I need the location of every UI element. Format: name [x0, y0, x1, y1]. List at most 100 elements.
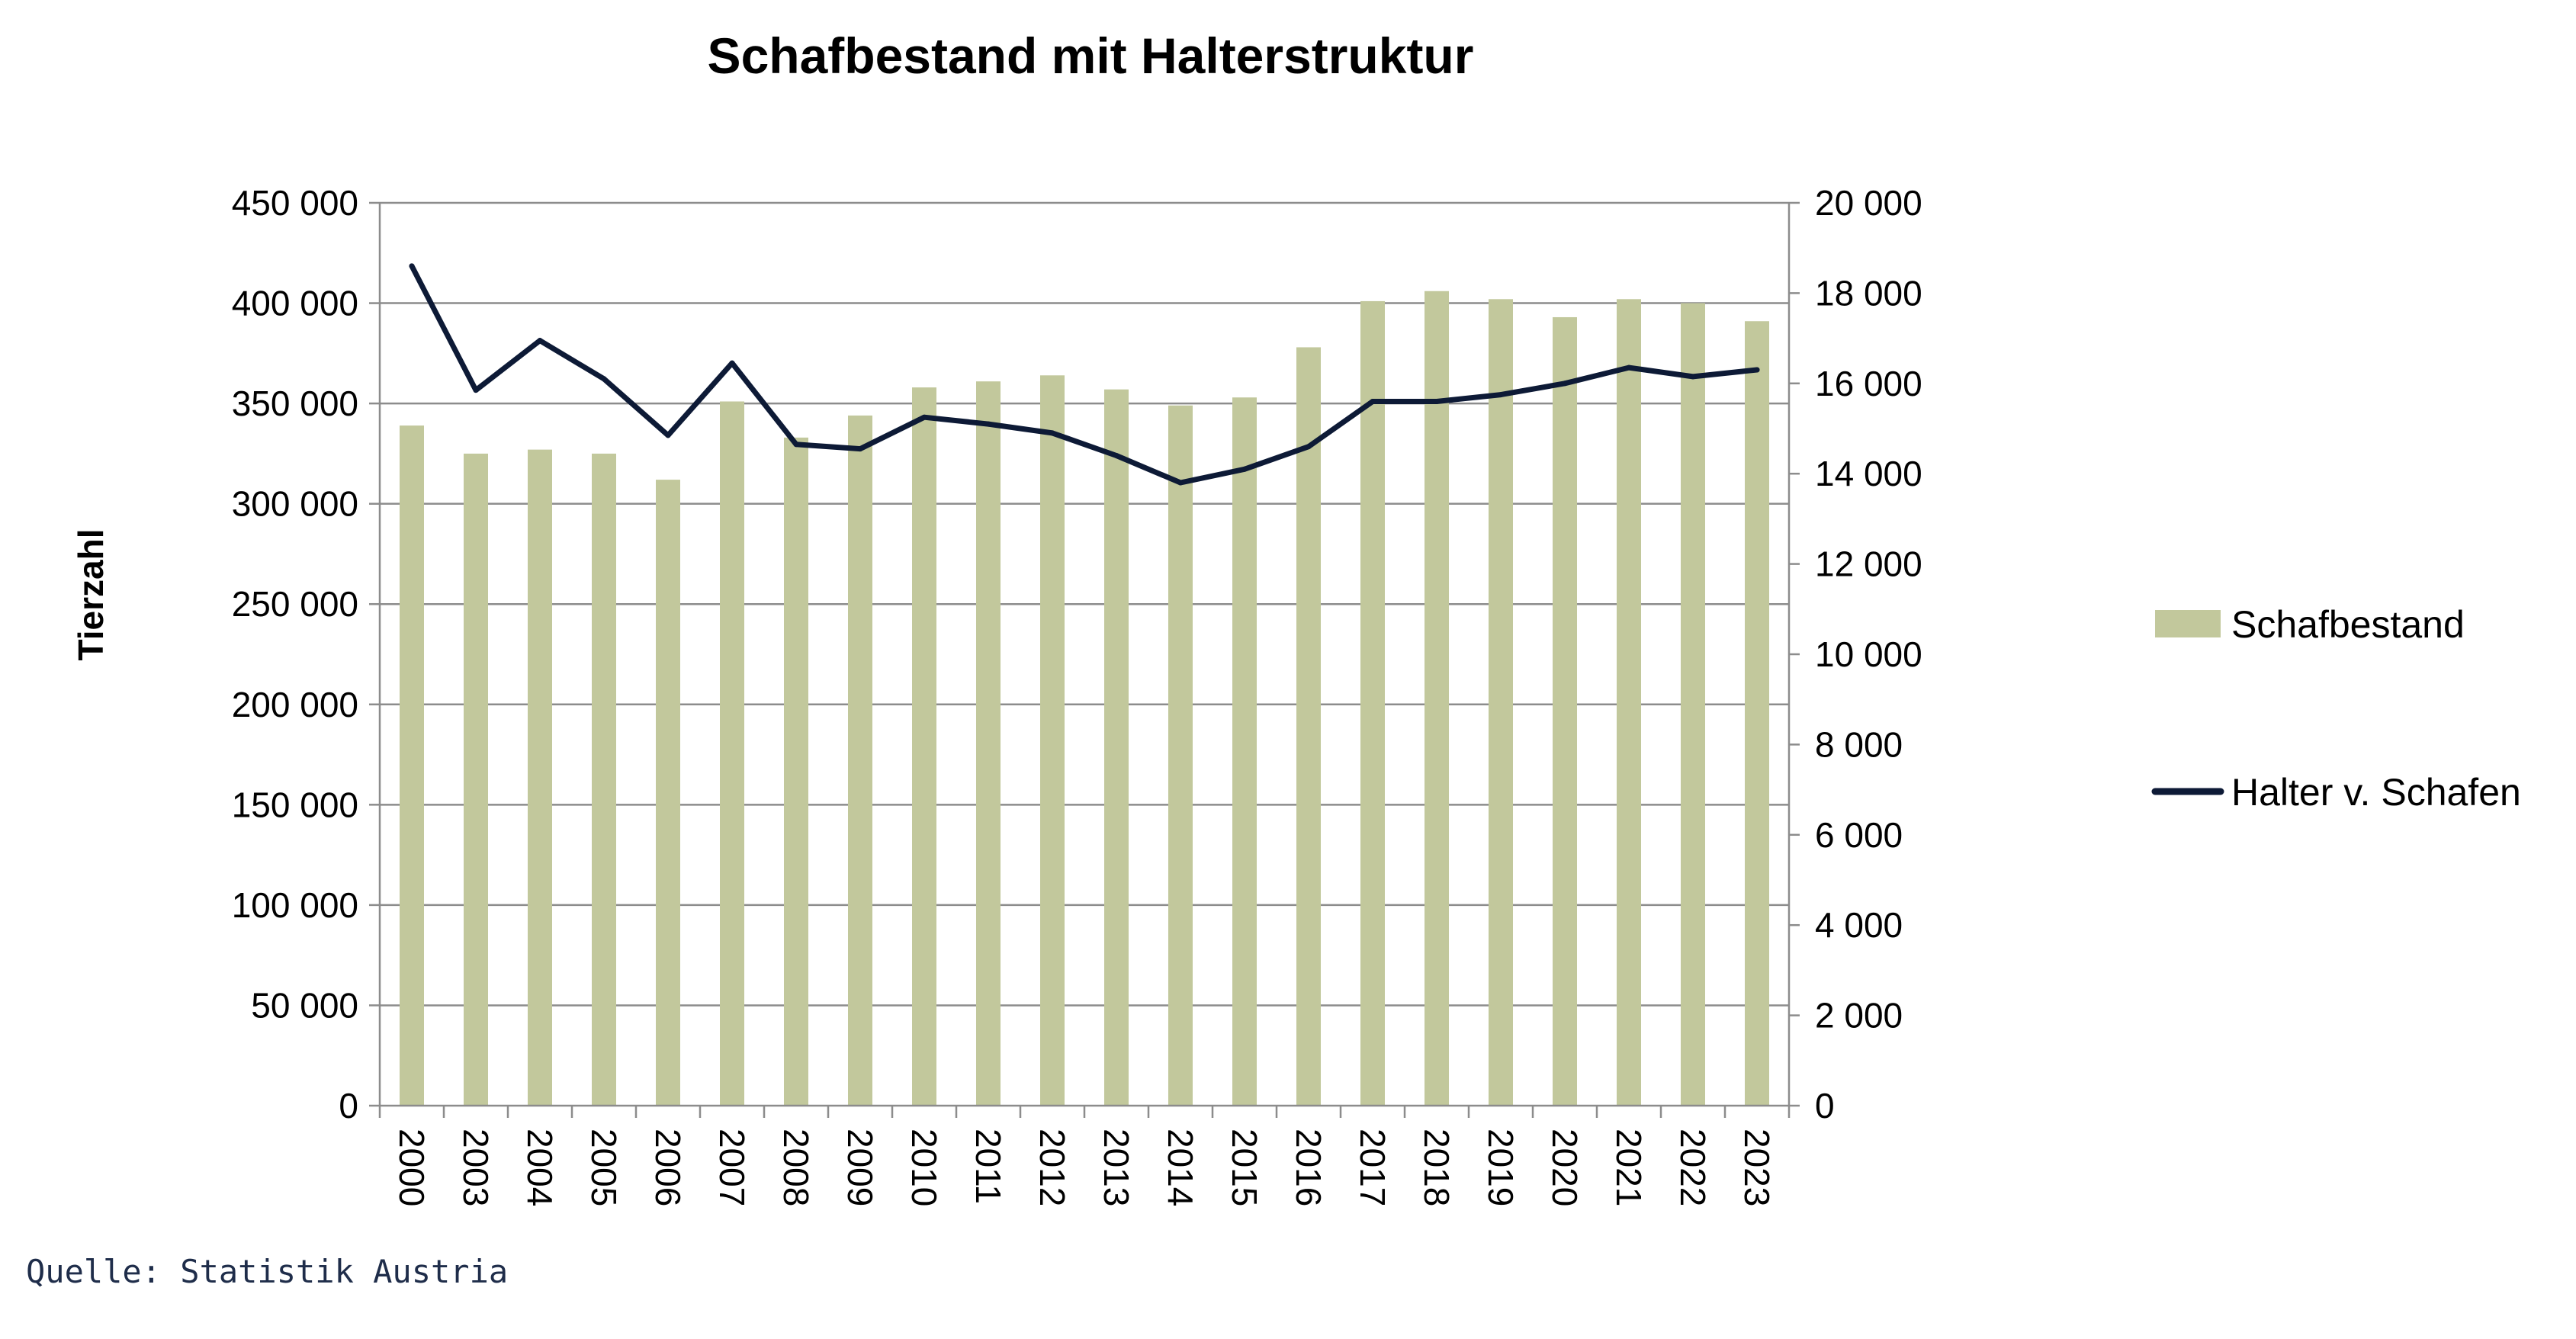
- x-tick-label: 2012: [1033, 1129, 1072, 1206]
- legend-label-halter: Halter v. Schafen: [2231, 771, 2521, 814]
- x-tick-label: 2017: [1353, 1129, 1392, 1206]
- bar-2011: [976, 381, 1001, 1106]
- tick-labels: 0 50 000 100 000 150 000 200 000 250 000 300 0…: [232, 183, 1922, 1206]
- right-axis-tick-label: 10 000: [1815, 634, 1922, 674]
- left-axis-tick-label: 100 000: [232, 885, 358, 925]
- bar-2015: [1232, 397, 1257, 1106]
- left-axis-tick-label: 0: [339, 1086, 358, 1125]
- bar-2010: [912, 387, 936, 1106]
- line-point-2022: [1690, 374, 1696, 380]
- left-axis-tick-label: 450 000: [232, 183, 358, 223]
- line-point-2005: [601, 376, 607, 382]
- bar-2012: [1040, 375, 1065, 1106]
- bar-2009: [848, 415, 872, 1106]
- legend-label-schafbestand: Schafbestand: [2231, 603, 2465, 646]
- line-point-2000: [409, 263, 415, 269]
- x-tick-label: 2018: [1417, 1129, 1457, 1206]
- x-tick-label: 2015: [1225, 1129, 1264, 1206]
- line-point-2014: [1177, 480, 1184, 486]
- line-point-2008: [793, 442, 799, 448]
- left-axis-tick-label: 350 000: [232, 384, 358, 423]
- x-tick-label: 2013: [1097, 1129, 1136, 1206]
- x-tick-label: 2004: [520, 1129, 560, 1206]
- line-point-2011: [985, 421, 991, 427]
- line-point-2006: [665, 432, 671, 438]
- legend: Schafbestand Halter v. Schafen: [2151, 603, 2521, 814]
- left-axis-tick-label: 400 000: [232, 284, 358, 323]
- bar-2005: [592, 453, 616, 1106]
- right-axis-tick-label: 8 000: [1815, 724, 1903, 764]
- line-point-2018: [1434, 398, 1440, 404]
- right-axis-tick-label: 4 000: [1815, 905, 1903, 945]
- left-axis-tick-label: 200 000: [232, 685, 358, 724]
- right-axis-tick-label: 12 000: [1815, 544, 1922, 584]
- bar-2023: [1745, 321, 1769, 1106]
- left-axis-tick-label: 300 000: [232, 484, 358, 524]
- right-axis-tick-label: 18 000: [1815, 273, 1922, 313]
- bar-2000: [400, 425, 424, 1106]
- x-tick-label: 2009: [840, 1129, 880, 1206]
- bar-2020: [1553, 316, 1577, 1106]
- x-tick-label: 2020: [1545, 1129, 1585, 1206]
- x-tick-label: 2011: [968, 1129, 1008, 1204]
- bar-2006: [656, 480, 680, 1106]
- x-tick-label: 2014: [1161, 1129, 1200, 1206]
- x-tick-label: 2010: [904, 1129, 944, 1206]
- right-axis-tick-label: 20 000: [1815, 183, 1922, 223]
- bar-2022: [1681, 303, 1705, 1106]
- y-axis-label: Tierzahl: [71, 529, 111, 661]
- bar-2008: [784, 437, 808, 1106]
- line-point-2020: [1562, 381, 1568, 387]
- line-point-2007: [729, 360, 735, 366]
- bar-2014: [1168, 405, 1193, 1106]
- x-tick-label: 2008: [776, 1129, 816, 1206]
- x-tick-label: 2003: [456, 1129, 496, 1206]
- line-point-2003: [473, 387, 479, 393]
- bar-2003: [464, 453, 488, 1106]
- x-tick-label: 2019: [1481, 1129, 1521, 1206]
- line-point-2013: [1113, 453, 1119, 459]
- line-point-2010: [921, 414, 927, 420]
- line-series: [409, 263, 1760, 486]
- axes: [369, 201, 1800, 1118]
- line-point-2023: [1754, 367, 1760, 373]
- line-point-2016: [1306, 444, 1312, 450]
- right-axis-tick-label: 14 000: [1815, 454, 1922, 493]
- x-tick-label: 2023: [1737, 1129, 1777, 1206]
- line-point-2021: [1626, 364, 1632, 371]
- x-tick-label: 2005: [584, 1129, 624, 1206]
- source-note: Quelle: Statistik Austria: [26, 1253, 508, 1290]
- gridlines: [380, 201, 1789, 1007]
- line-point-2015: [1241, 466, 1248, 472]
- line-point-2012: [1049, 430, 1055, 436]
- bar-2016: [1296, 347, 1321, 1106]
- bar-2013: [1104, 389, 1129, 1106]
- right-axis-tick-label: 16 000: [1815, 364, 1922, 403]
- left-axis-tick-label: 250 000: [232, 584, 358, 624]
- line-point-2009: [857, 446, 863, 452]
- right-axis-tick-label: 6 000: [1815, 815, 1903, 855]
- line-halter-v-schafen: [409, 263, 1760, 486]
- bar-series: [400, 291, 1769, 1106]
- right-axis-tick-label: 0: [1815, 1086, 1835, 1125]
- bar-2004: [528, 449, 552, 1106]
- x-tick-label: 2016: [1289, 1129, 1328, 1206]
- x-tick-label: 2022: [1673, 1129, 1713, 1206]
- left-axis-tick-label: 50 000: [251, 985, 358, 1025]
- bar-2007: [720, 401, 744, 1106]
- bar-2017: [1360, 300, 1385, 1106]
- left-axis-tick-label: 150 000: [232, 785, 358, 824]
- x-tick-label: 2021: [1609, 1129, 1649, 1206]
- line-point-2019: [1498, 392, 1504, 398]
- bar-2019: [1489, 299, 1513, 1106]
- bar-2018: [1425, 291, 1449, 1106]
- x-tick-label: 2007: [712, 1129, 752, 1206]
- x-tick-label: 2006: [648, 1129, 688, 1206]
- bar-2021: [1617, 299, 1641, 1106]
- line-point-2004: [537, 338, 543, 344]
- legend-swatch-schafbestand: [2155, 610, 2221, 637]
- right-axis-tick-label: 2 000: [1815, 996, 1903, 1036]
- x-tick-label: 2000: [392, 1129, 432, 1206]
- chart-title: Schafbestand mit Halterstruktur: [708, 27, 1474, 84]
